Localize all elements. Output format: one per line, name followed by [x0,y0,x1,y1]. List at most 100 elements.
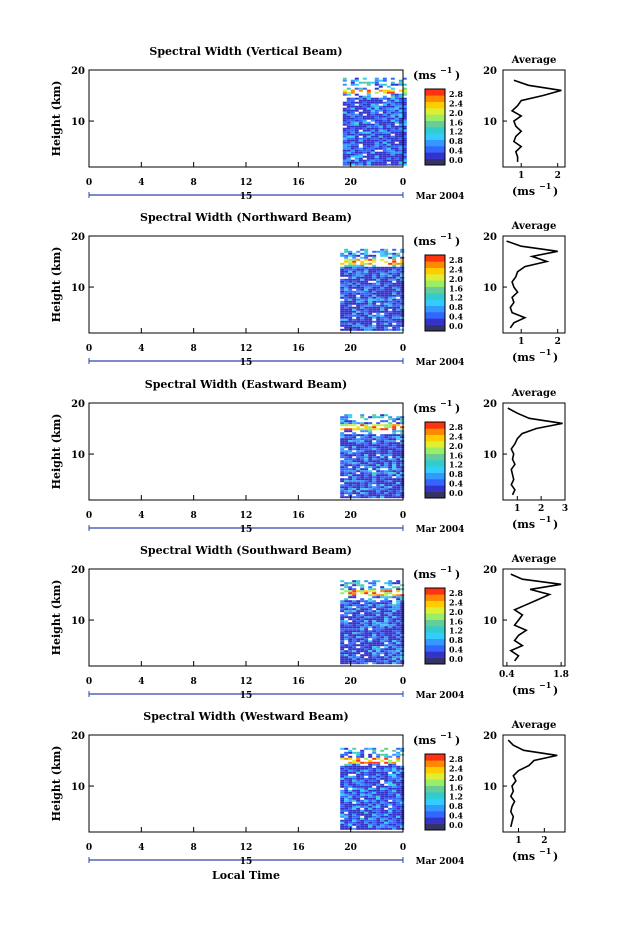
heatmap-cell [400,610,405,613]
heatmap-cell [372,823,377,826]
date-label: Mar 2004 [416,691,465,701]
x-tick-label: 8 [191,178,197,188]
heatmap-cell [364,254,369,257]
heatmap-cell [384,456,389,459]
heatmap-cell [350,151,355,154]
heatmap-cell [360,821,365,824]
heatmap-cell [392,488,397,491]
heatmap-cell [364,256,369,259]
heatmap-cell [392,448,397,451]
heatmap-cell [392,248,397,251]
heatmap-cell [360,278,365,281]
heatmap-cell [366,81,371,84]
heatmap-cell [380,785,385,788]
heatmap-cell [392,648,397,651]
heatmap-cell [360,300,365,303]
heatmap-cell [372,612,377,615]
heatmap-cell [378,125,383,128]
heatmap-cell [388,825,393,828]
heatmap-cell [386,151,391,154]
heatmap-cell [370,139,375,142]
heatmap-cell [366,129,371,132]
heatmap-cell [400,462,405,465]
heatmap-cell [364,328,369,331]
heatmap-cell [348,618,353,621]
heatmap-cell [352,482,357,485]
heatmap-cell [376,799,381,802]
colorbar-tick-label: 2.4 [449,763,463,773]
heatmap-cell [364,278,369,281]
heatmap-cell [348,604,353,607]
heatmap-cell [340,823,345,826]
heatmap-cell [344,420,349,423]
colorbar-segment [425,657,445,665]
heatmap-cell [372,656,377,659]
heatmap-cell [396,646,401,649]
heatmap-cell [368,422,373,425]
heatmap-cell [356,582,361,585]
heatmap-cell [352,662,357,665]
heatmap-cell [384,444,389,447]
heatmap-cell [396,306,401,309]
y-tick-label: 20 [71,399,85,410]
heatmap-cell [352,815,357,818]
heatmap-cell [388,444,393,447]
heatmap-cell [342,143,347,146]
heatmap-cell [398,111,403,114]
heatmap-cell [354,97,359,100]
heatmap-cell [344,470,349,473]
heatmap-cell [360,430,365,433]
heatmap-cell [378,155,383,158]
heatmap-cell [364,304,369,307]
heatmap-cell [368,278,373,281]
heatmap-cell [340,466,345,469]
heatmap-cell [372,496,377,499]
heatmap-cell [372,436,377,439]
heatmap-cell [372,476,377,479]
heatmap-cell [372,811,377,814]
heatmap-cell [356,652,361,655]
heatmap-cell [368,324,373,327]
heatmap-cell [376,594,381,597]
heatmap-cell [388,797,393,800]
heatmap-cell [356,476,361,479]
heatmap-cell [340,765,345,768]
heatmap-cell [372,474,377,477]
y-axis-label: Height (km) [50,247,63,323]
heatmap-cell [348,799,353,802]
heatmap-cell [398,143,403,146]
heatmap-cell [380,314,385,317]
heatmap-cell [400,418,405,421]
heatmap-cell [384,779,389,782]
heatmap-cell [372,646,377,649]
heatmap-cell [372,781,377,784]
heatmap-cell [376,628,381,631]
heatmap-cell [352,442,357,445]
heatmap-cell [396,298,401,301]
heatmap-cell [370,109,375,112]
heatmap-cell [384,440,389,443]
heatmap-cell [400,620,405,623]
day-label: 15 [240,192,253,202]
heatmap-cell [396,274,401,277]
heatmap-cell [380,470,385,473]
heatmap-cell [382,151,387,154]
heatmap-cell [340,767,345,770]
heatmap-cell [368,761,373,764]
heatmap-cell [400,436,405,439]
heatmap-cell [378,127,383,130]
heatmap-cell [396,590,401,593]
heatmap-cell [370,131,375,134]
heatmap-cell [346,135,351,138]
heatmap-cell [400,644,405,647]
heatmap-cell [384,612,389,615]
heatmap-cell [370,163,375,166]
heatmap-cell [380,284,385,287]
heatmap-cell [380,266,385,269]
heatmap-cell [380,444,385,447]
heatmap-cell [340,600,345,603]
heatmap-cell [392,426,397,429]
heatmap-cell [384,254,389,257]
heatmap-cell [386,137,391,140]
heatmap-cell [360,272,365,275]
